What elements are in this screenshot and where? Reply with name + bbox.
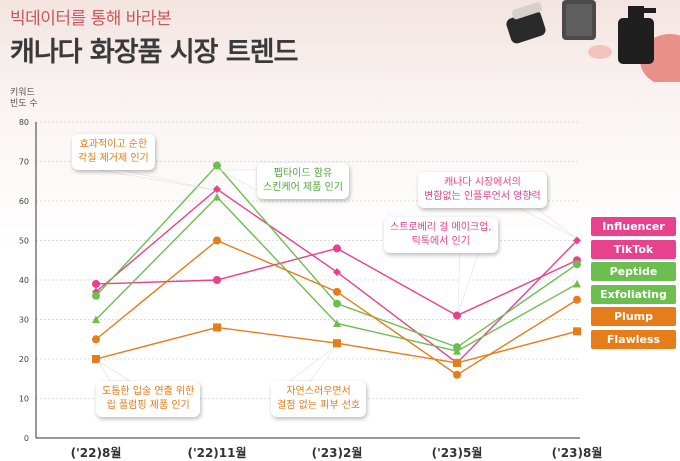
page-subtitle: 빅데이터를 통해 바라본 — [10, 9, 172, 29]
annotation-text-line1: 캐나다 시장에서의 — [443, 177, 521, 188]
annotation-text-line1: 자연스러우면서 — [286, 386, 351, 397]
annotation-text-line1: 스트로베리 걸 메이크업, — [390, 222, 492, 233]
annotation-callout: 스트로베리 걸 메이크업, 틱톡에서 인기 — [384, 217, 498, 253]
data-point-plump — [573, 295, 581, 304]
y-axis-label-line2: 빈도 수 — [10, 99, 38, 109]
callout-tail — [289, 345, 337, 382]
y-tick-label: 80 — [19, 118, 29, 127]
cosmetic-products-icon — [506, 0, 680, 82]
data-point-exfoliating — [92, 315, 100, 323]
annotation-text-line2: 변함없는 인플루언서 영향력 — [424, 191, 541, 202]
page-title: 캐나다 화장품 시장 트렌드 — [10, 37, 298, 68]
data-point-tiktok — [333, 244, 341, 253]
legend-item-flawless: Flawless — [591, 329, 676, 349]
annotation-text-line1: 도톰한 입술 연출 위한 — [102, 386, 195, 397]
data-point-tiktok — [92, 279, 100, 288]
annotation-text-line1: 효과적이고 순한 — [79, 139, 148, 150]
data-point-peptide — [333, 299, 341, 308]
header: 빅데이터를 통해 바라본 캐나다 화장품 시장 트렌드 — [0, 0, 680, 82]
annotation-text-line2: 립 플럼핑 제품 인기 — [106, 400, 190, 411]
annotation-text-line2: 각질 제거제 인기 — [78, 153, 149, 164]
y-tick-label: 0 — [24, 434, 29, 443]
annotation-text-line2: 틱톡에서 인기 — [411, 236, 470, 247]
series-line-influencer — [95, 188, 578, 364]
data-point-tiktok — [213, 276, 221, 284]
legend-item-peptide: Peptide — [591, 262, 676, 281]
data-point-plump — [333, 287, 341, 296]
callout-tail — [509, 202, 577, 239]
data-point-plump — [92, 335, 100, 344]
y-tick-label: 70 — [19, 158, 29, 167]
data-point-influencer — [573, 236, 581, 245]
data-point-flawless — [453, 358, 461, 367]
y-tick-label: 30 — [19, 316, 29, 325]
y-axis-label: 키워드 빈도 수 — [10, 88, 38, 110]
callout-tail — [99, 169, 216, 191]
callout-tail — [97, 360, 132, 382]
y-tick-label: 60 — [19, 197, 29, 206]
data-point-plump — [213, 236, 221, 245]
annotation-text-line2: 결점 없는 피부 선호 — [277, 400, 361, 411]
x-tick-label: ('23)5월 — [432, 445, 483, 460]
data-point-exfoliating — [333, 319, 341, 327]
data-point-exfoliating — [453, 347, 461, 355]
data-point-influencer — [333, 268, 341, 277]
data-point-peptide — [573, 260, 581, 269]
annotation-text-line1: 펩타이드 함유 — [273, 168, 333, 179]
y-axis-label-line1: 키워드 — [10, 88, 35, 98]
data-point-exfoliating — [573, 279, 581, 288]
callout-tail — [457, 248, 481, 314]
x-tick-label: ('23)8월 — [552, 445, 603, 460]
y-tick-label: 50 — [19, 237, 29, 246]
data-point-flawless — [213, 323, 221, 332]
y-tick-label: 40 — [19, 276, 29, 285]
legend-item-tiktok: TikTok — [591, 239, 676, 259]
annotation-text-line2: 스킨케어 제품 인기 — [263, 182, 343, 193]
data-point-flawless — [573, 327, 581, 336]
x-tick-label: ('22)8월 — [71, 445, 122, 460]
legend-item-influencer: Influencer — [591, 217, 676, 236]
x-tick-label: ('22)11월 — [187, 445, 246, 460]
y-tick-label: 20 — [19, 355, 29, 364]
data-point-exfoliating — [213, 193, 221, 201]
data-point-tiktok — [453, 311, 461, 320]
data-point-flawless — [92, 355, 100, 363]
data-point-peptide — [213, 161, 221, 170]
data-point-peptide — [92, 291, 100, 300]
callout-tail — [219, 169, 258, 191]
y-tick-label: 10 — [19, 395, 29, 404]
data-point-flawless — [333, 339, 341, 348]
data-point-influencer — [213, 185, 221, 194]
data-point-plump — [453, 370, 461, 379]
x-tick-label: ('23)2월 — [312, 445, 363, 460]
legend-item-plump: Plump — [591, 307, 676, 326]
legend-item-exfoliating: Exfoliating — [591, 284, 676, 304]
